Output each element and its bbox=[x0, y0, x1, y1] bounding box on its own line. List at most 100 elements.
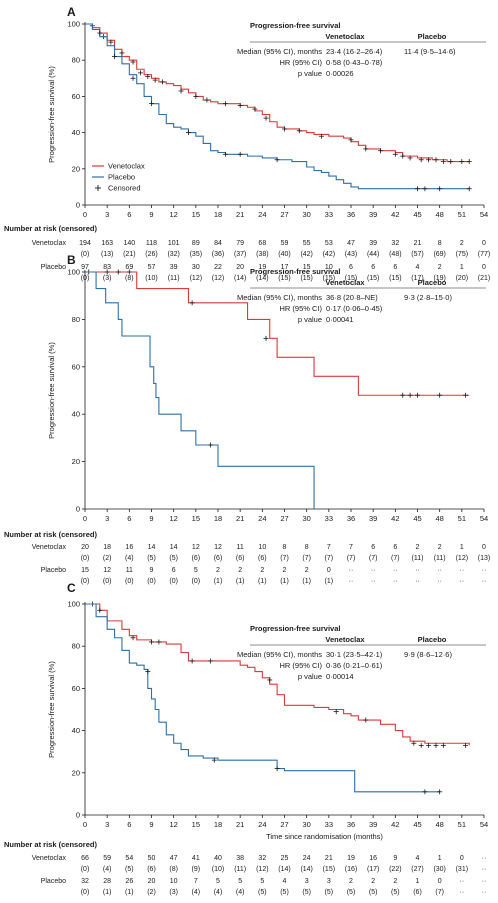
risk-count: 6 bbox=[172, 567, 176, 574]
risk-count: 8 bbox=[283, 544, 287, 551]
x-tick-label: 33 bbox=[325, 210, 333, 219]
censor-mark bbox=[392, 151, 398, 157]
risk-censored: (20) bbox=[456, 275, 468, 282]
table-cell: 30·1 (23·5–42·1) bbox=[326, 650, 383, 659]
table-header: Progression-free survival bbox=[250, 624, 340, 633]
risk-count: 1 bbox=[460, 264, 464, 271]
legend: Venetoclax Placebo Censored bbox=[92, 162, 145, 193]
x-tick-label: 12 bbox=[169, 820, 177, 829]
censor-mark bbox=[440, 159, 446, 165]
risk-count: 12 bbox=[192, 544, 200, 551]
censor-mark bbox=[130, 75, 136, 81]
risk-count: 84 bbox=[214, 240, 222, 247]
series-line-venetoclax bbox=[85, 603, 470, 746]
risk-count: 16 bbox=[369, 855, 377, 862]
risk-censored: (15) bbox=[300, 275, 312, 282]
risk-censored: (5) bbox=[147, 555, 156, 562]
censor-mark bbox=[97, 607, 103, 613]
censor-mark bbox=[466, 159, 472, 165]
x-tick-label: 0 bbox=[83, 514, 87, 523]
risk-censored: (6) bbox=[258, 555, 267, 562]
y-tick-label: 100 bbox=[67, 20, 80, 29]
risk-censored: (12) bbox=[456, 555, 468, 562]
censor-mark bbox=[415, 392, 420, 398]
risk-count: 2 bbox=[216, 567, 220, 574]
risk-censored: ·· bbox=[482, 578, 487, 585]
censor-mark bbox=[422, 186, 428, 192]
risk-censored: (48) bbox=[389, 251, 401, 258]
series-line-venetoclax bbox=[85, 23, 470, 163]
risk-censored: (6) bbox=[192, 555, 201, 562]
risk-count: 20 bbox=[236, 264, 244, 271]
risk-count: 5 bbox=[260, 878, 264, 885]
x-tick-label: 42 bbox=[391, 210, 399, 219]
risk-count: 55 bbox=[303, 240, 311, 247]
risk-censored: (11) bbox=[234, 866, 246, 873]
risk-censored: (10) bbox=[145, 275, 157, 282]
censor-mark bbox=[130, 59, 136, 65]
risk-censored: (7) bbox=[369, 555, 378, 562]
risk-count: 118 bbox=[146, 240, 157, 247]
censor-mark bbox=[448, 159, 454, 165]
risk-censored: (43) bbox=[345, 251, 357, 258]
risk-count: 5 bbox=[238, 878, 242, 885]
risk-count: 10 bbox=[325, 264, 333, 271]
risk-censored: (11) bbox=[434, 555, 446, 562]
censor-mark bbox=[211, 757, 217, 763]
risk-count: 4 bbox=[283, 878, 287, 885]
risk-count: 28 bbox=[103, 878, 111, 885]
censor-mark bbox=[267, 677, 273, 683]
risk-count: 59 bbox=[103, 855, 111, 862]
risk-censored: (6) bbox=[147, 866, 156, 873]
risk-count: 47 bbox=[170, 855, 178, 862]
x-tick-label: 21 bbox=[236, 514, 244, 523]
x-tick-label: 18 bbox=[214, 210, 222, 219]
censor-mark bbox=[333, 709, 339, 715]
risk-count: 9 bbox=[150, 567, 154, 574]
censor-mark bbox=[466, 186, 472, 192]
risk-count: ·· bbox=[437, 567, 442, 574]
x-tick-label: 6 bbox=[127, 820, 131, 829]
stats-table: Progression-free survival Venetoclax Place… bbox=[237, 267, 486, 324]
risk-count: 2 bbox=[460, 240, 464, 247]
risk-count: 12 bbox=[103, 567, 111, 574]
risk-censored: (5) bbox=[302, 889, 311, 896]
x-tick-label: 51 bbox=[458, 514, 466, 523]
x-tick-label: 33 bbox=[325, 820, 333, 829]
risk-censored: (4) bbox=[214, 889, 223, 896]
risk-censored: (5) bbox=[347, 889, 356, 896]
risk-censored: (22) bbox=[389, 866, 401, 873]
censor-mark bbox=[459, 159, 465, 165]
risk-censored: (7) bbox=[435, 889, 444, 896]
y-axis-label: Progression-free survival (%) bbox=[47, 661, 56, 758]
censor-mark bbox=[145, 73, 151, 79]
risk-censored: (42) bbox=[300, 251, 312, 258]
risk-count: 7 bbox=[194, 878, 198, 885]
table-cell: 9·3 (2·8–15·0) bbox=[404, 293, 452, 302]
risk-count: 0 bbox=[438, 878, 442, 885]
risk-count: 39 bbox=[369, 240, 377, 247]
risk-censored: (7) bbox=[280, 555, 289, 562]
risk-count: 50 bbox=[148, 855, 156, 862]
risk-censored: (5) bbox=[280, 889, 289, 896]
risk-censored: (36) bbox=[212, 251, 224, 258]
risk-count: 140 bbox=[123, 240, 135, 247]
y-tick-label: 100 bbox=[67, 268, 80, 277]
risk-count: 2 bbox=[438, 264, 442, 271]
x-tick-label: 27 bbox=[280, 514, 288, 523]
risk-count: 1 bbox=[438, 855, 442, 862]
x-tick-label: 39 bbox=[369, 210, 377, 219]
censor-mark bbox=[415, 186, 420, 192]
risk-censored: (14) bbox=[234, 275, 246, 282]
risk-count: 53 bbox=[325, 240, 333, 247]
risk-censored: (37) bbox=[234, 251, 246, 258]
risk-censored: (44) bbox=[367, 251, 379, 258]
risk-censored: (31) bbox=[456, 866, 468, 873]
risk-count: 24 bbox=[303, 855, 311, 862]
risk-censored: (5) bbox=[169, 555, 178, 562]
risk-count: 18 bbox=[103, 544, 111, 551]
risk-censored: (7) bbox=[347, 555, 356, 562]
table-row-label: HR (95% CI) bbox=[279, 304, 322, 313]
risk-count: 163 bbox=[101, 240, 113, 247]
risk-count: 0 bbox=[482, 544, 486, 551]
